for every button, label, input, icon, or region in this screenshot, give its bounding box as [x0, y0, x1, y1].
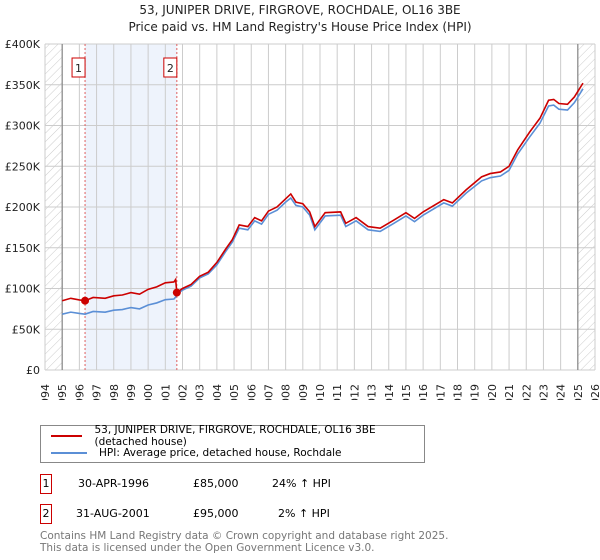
sale-badge: 1 [40, 474, 52, 494]
sale-label: 2 [167, 62, 174, 75]
x-tick-label: 2015 [400, 384, 413, 400]
x-tick-label: 2005 [228, 384, 241, 400]
price-chart: 1 2 1994 1995 1996 1997 1998 1999 2000 2001 2002 20… [5, 38, 600, 400]
y-tick-label: £200K [5, 201, 41, 214]
sale-point-marker [172, 288, 181, 297]
x-tick-label: 1994 [39, 384, 52, 400]
x-tick-label: 2021 [503, 384, 516, 400]
legend-item-property: 53, JUNIPER DRIVE, FIRGROVE, ROCHDALE, O… [51, 424, 424, 448]
legend: 53, JUNIPER DRIVE, FIRGROVE, ROCHDALE, O… [40, 424, 425, 463]
x-tick-label: 2023 [537, 384, 550, 400]
y-tick-label: £300K [5, 120, 41, 133]
x-tick-label: 2017 [434, 384, 447, 400]
x-tick-label: 2011 [331, 384, 344, 400]
hpi-line [62, 88, 584, 315]
x-tick-label: 2024 [555, 384, 568, 400]
chart-title: 53, JUNIPER DRIVE, FIRGROVE, ROCHDALE, O… [139, 3, 461, 17]
x-tick-label: 2022 [520, 384, 533, 400]
y-tick-label: £50K [12, 323, 41, 336]
x-tick-label: 2018 [452, 384, 465, 400]
table-row: 2 31-AUG-2001 £95,000 2% ↑ HPI [40, 504, 440, 524]
y-tick-label: £250K [5, 160, 41, 173]
x-tick-label: 1996 [73, 384, 86, 400]
footer-copyright: Contains HM Land Registry data © Crown c… [40, 530, 449, 542]
x-tick-label: 2000 [142, 384, 155, 400]
sale-label: 1 [75, 62, 82, 75]
y-tick-label: £150K [5, 242, 41, 255]
x-tick-label: 2013 [366, 384, 379, 400]
legend-swatch-blue [51, 452, 87, 454]
x-tick-label: 2004 [211, 384, 224, 400]
x-tick-label: 2026 [589, 384, 600, 400]
x-tick-label: 2006 [245, 384, 258, 400]
sale-hpi: 24% ↑ HPI [272, 477, 331, 490]
legend-item-hpi: HPI: Average price, detached house, Roch… [51, 445, 342, 461]
x-tick-label: 2008 [280, 384, 293, 400]
legend-label: HPI: Average price, detached house, Roch… [99, 447, 342, 459]
y-tick-label: £350K [5, 79, 41, 92]
x-tick-label: 1998 [108, 384, 121, 400]
x-tick-label: 2019 [469, 384, 482, 400]
x-tick-label: 2009 [297, 384, 310, 400]
footer-licence: This data is licensed under the Open Gov… [40, 542, 375, 554]
x-tick-label: 2001 [159, 384, 172, 400]
x-tick-label: 2020 [486, 384, 499, 400]
x-tick-label: 2003 [194, 384, 207, 400]
x-tick-label: 2007 [262, 384, 275, 400]
x-tick-label: 2025 [572, 384, 585, 400]
x-tick-label: 2010 [314, 384, 327, 400]
x-tick-label: 1999 [125, 384, 138, 400]
sale-badge: 2 [40, 504, 52, 524]
sale-date: 31-AUG-2001 [76, 507, 150, 520]
sale-date: 30-APR-1996 [78, 477, 150, 490]
y-tick-label: £0 [26, 364, 40, 377]
property-price-line [61, 82, 584, 302]
sale-price: £95,000 [193, 507, 239, 520]
x-tick-label: 1995 [56, 384, 69, 400]
sale-hpi: 2% ↑ HPI [278, 507, 330, 520]
sale-point-marker [81, 296, 90, 305]
x-tick-label: 1997 [91, 384, 104, 400]
y-tick-label: £100K [5, 283, 41, 296]
x-tick-label: 2014 [383, 384, 396, 400]
sale-price: £85,000 [193, 477, 239, 490]
x-tick-label: 2012 [348, 384, 361, 400]
legend-label: 53, JUNIPER DRIVE, FIRGROVE, ROCHDALE, O… [94, 424, 376, 448]
sale-label-box [71, 57, 86, 78]
table-row: 1 30-APR-1996 £85,000 24% ↑ HPI [40, 474, 440, 494]
sale-label-box [163, 57, 178, 78]
y-tick-label: £400K [5, 38, 41, 51]
x-tick-label: 2002 [177, 384, 190, 400]
x-tick-label: 2016 [417, 384, 430, 400]
chart-subtitle: Price paid vs. HM Land Registry's House … [128, 20, 472, 34]
legend-swatch-red [51, 435, 83, 437]
